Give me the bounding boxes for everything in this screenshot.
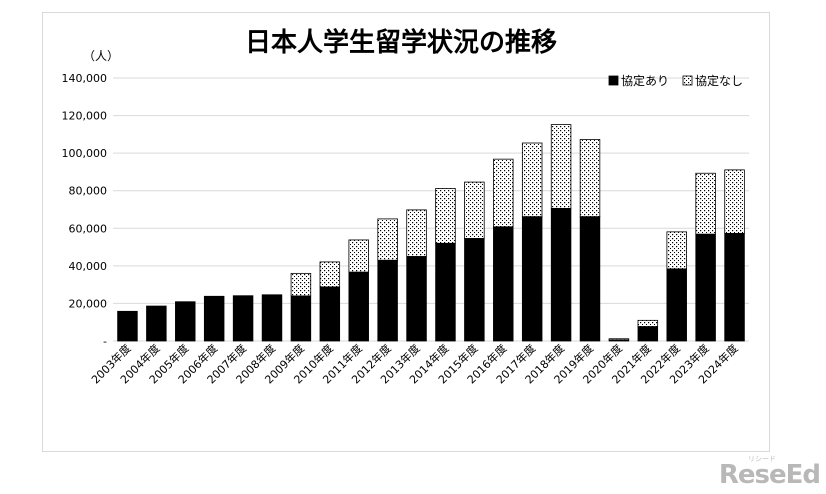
- watermark-small-text: リシード: [748, 455, 776, 463]
- bar-segment-with-agreement: [464, 238, 485, 342]
- bar-segment-without-agreement: [435, 188, 456, 244]
- bar-segment-with-agreement: [493, 226, 514, 342]
- legend-swatch: [608, 75, 619, 86]
- y-tick-label: 40,000: [69, 260, 108, 273]
- bar-segment-with-agreement: [637, 326, 659, 342]
- bar-segment-with-agreement: [435, 242, 456, 342]
- bar-segment-without-agreement: [550, 124, 572, 209]
- bar-segment-with-agreement: [146, 305, 167, 342]
- y-tick-label: -: [103, 335, 107, 348]
- bar-segment-with-agreement: [695, 233, 716, 342]
- bar-segment-with-agreement: [117, 310, 138, 342]
- bar-segment-without-agreement: [579, 139, 601, 218]
- bar-segment-with-agreement: [377, 259, 398, 342]
- bar-segment-without-agreement: [290, 272, 312, 297]
- y-tick-label: 140,000: [62, 72, 108, 85]
- bar-segment-with-agreement: [175, 301, 196, 342]
- chart-title: 日本人学生留学状況の推移: [245, 27, 557, 58]
- bar-segment-with-agreement: [319, 286, 341, 342]
- bar-segment-with-agreement: [521, 216, 543, 342]
- bar-segment-with-agreement: [550, 207, 572, 342]
- bar-segment-with-agreement: [348, 271, 369, 342]
- legend-swatch: [682, 75, 693, 86]
- bar-segment-with-agreement: [406, 256, 427, 342]
- y-tick-label: 60,000: [69, 222, 108, 235]
- bar-segment-without-agreement: [493, 158, 514, 228]
- bar-segment-without-agreement: [695, 172, 716, 235]
- y-tick-label: 100,000: [62, 147, 108, 160]
- bar-segment-without-agreement: [608, 338, 630, 341]
- watermark-logo: ReseEd: [718, 460, 821, 490]
- chart-frame: 日本人学生留学状況の推移 （人） - 20,000 40,000 60,000 80,0…: [42, 12, 770, 452]
- bar-segment-with-agreement: [724, 232, 745, 342]
- bar-segment-with-agreement: [203, 295, 225, 342]
- bar-chart: 日本人学生留学状況の推移 （人） - 20,000 40,000 60,000 80,0…: [62, 27, 749, 386]
- bar-segment-without-agreement: [666, 231, 687, 270]
- bar-segment-without-agreement: [319, 261, 341, 288]
- bar-segment-without-agreement: [724, 169, 745, 234]
- legend-label: 協定なし: [695, 73, 743, 88]
- y-tick-label: 120,000: [62, 110, 108, 123]
- bar-segment-with-agreement: [290, 295, 312, 342]
- y-unit-label: （人）: [83, 49, 119, 63]
- y-tick-label: 80,000: [69, 185, 108, 198]
- bar-segment-without-agreement: [464, 181, 485, 239]
- bar-segment-with-agreement: [261, 294, 283, 342]
- bar-segment-with-agreement: [666, 268, 687, 342]
- legend-label: 協定あり: [621, 73, 669, 88]
- bar-segment-with-agreement: [232, 295, 254, 342]
- bar-segment-without-agreement: [377, 218, 398, 261]
- bar-segment-without-agreement: [637, 319, 659, 327]
- bar-segment-without-agreement: [348, 239, 369, 273]
- bar-segment-with-agreement: [579, 216, 601, 342]
- bar-segment-without-agreement: [521, 142, 543, 218]
- y-tick-label: 20,000: [69, 297, 108, 310]
- bar-segment-without-agreement: [406, 209, 427, 257]
